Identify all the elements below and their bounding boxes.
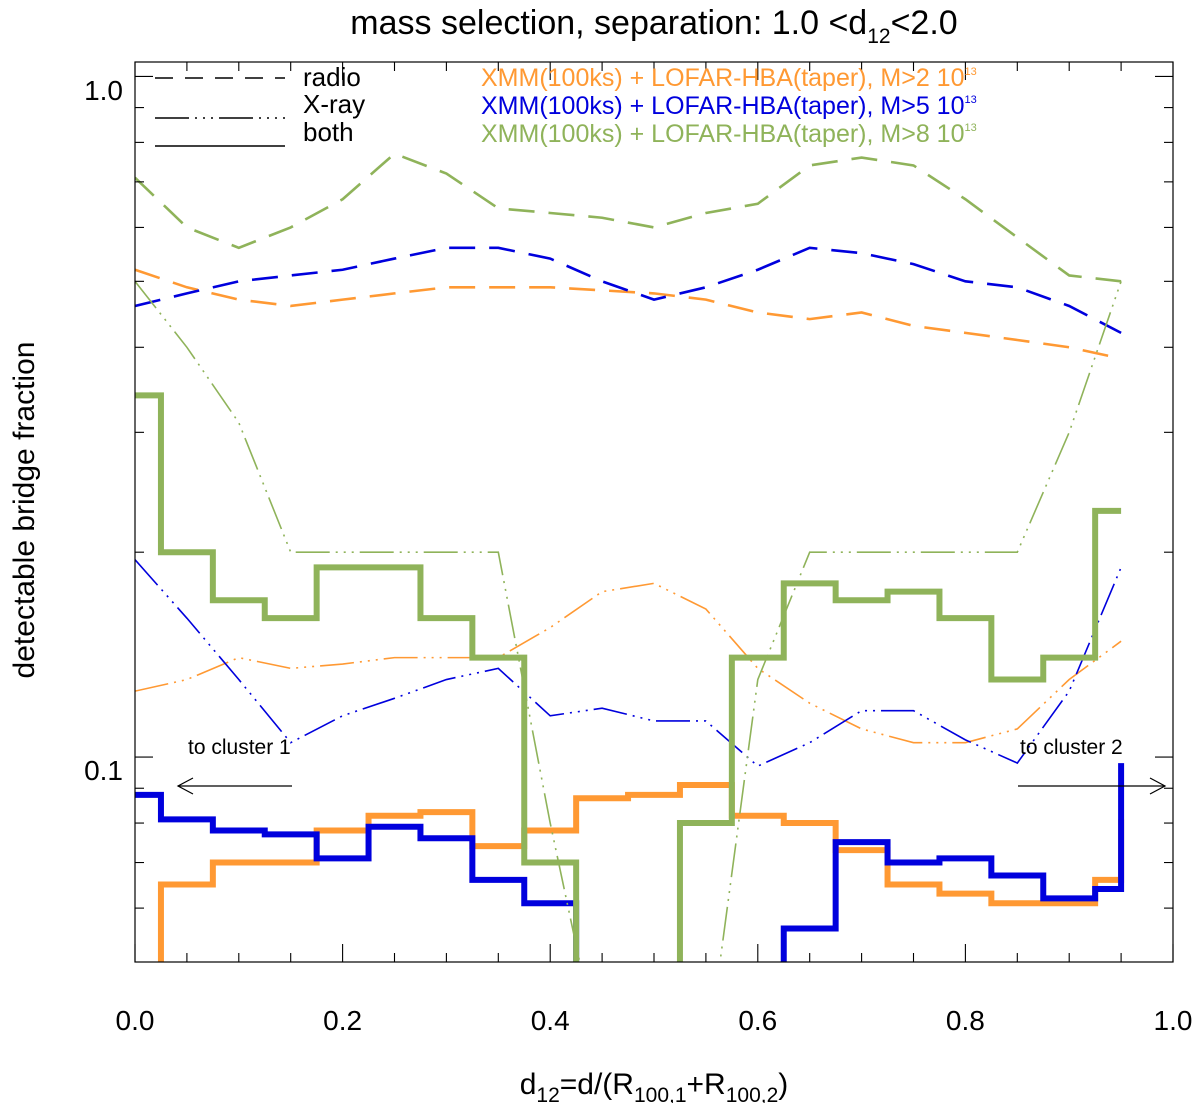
radio-line-m8 <box>135 152 1122 283</box>
y-tick-label-1: 1.0 <box>84 75 123 106</box>
x-tick-label-0: 0.0 <box>116 1005 155 1036</box>
y-tick-label-0: 0.1 <box>84 755 123 786</box>
x-tick-label-1: 0.2 <box>323 1005 362 1036</box>
xray-line-m8 <box>135 280 1122 962</box>
x-axis-label-plus: +R <box>687 1068 726 1101</box>
x-tick-label-4: 0.8 <box>946 1005 985 1036</box>
series-legend-m8-text: XMM(100ks) + LOFAR-HBA(taper), M>8 10 <box>481 120 964 148</box>
xray-line-m5 <box>135 559 1122 768</box>
series-legend-m5: XMM(100ks) + LOFAR-HBA(taper), M>5 1013 <box>481 92 977 120</box>
series-legend: XMM(100ks) + LOFAR-HBA(taper), M>2 1013 … <box>481 64 977 148</box>
y-tick-labels: 0.1 1.0 <box>84 75 123 786</box>
series-legend-m5-text: XMM(100ks) + LOFAR-HBA(taper), M>5 10 <box>481 92 964 120</box>
axis-ticks <box>134 62 1174 962</box>
annotation-left: to cluster 1 <box>188 736 291 759</box>
series-legend-m5-sup: 13 <box>964 94 976 106</box>
series-legend-m2: XMM(100ks) + LOFAR-HBA(taper), M>2 1013 <box>481 64 977 92</box>
legend-xray-label: X-ray <box>303 89 365 119</box>
plot-lines <box>135 152 1125 962</box>
both-step-m5 <box>135 763 1125 962</box>
series-legend-m2-text: XMM(100ks) + LOFAR-HBA(taper), M>2 10 <box>481 64 964 92</box>
series-legend-m8-sup: 13 <box>964 122 976 134</box>
plot-frame <box>134 61 1174 963</box>
x-axis-label-sub2: 100,1 <box>634 1084 687 1103</box>
y-axis-label: detectable bridge fraction <box>8 342 41 679</box>
cluster-annotations: to cluster 1 to cluster 2 <box>176 736 1167 795</box>
chart-title-tail: <2.0 <box>891 4 958 42</box>
x-axis-label-sub3: 100,2 <box>726 1084 779 1103</box>
radio-line-m5 <box>135 246 1122 335</box>
both-step-m8 <box>135 392 1122 962</box>
legend-radio-label: radio <box>303 62 361 92</box>
x-tick-label-2: 0.4 <box>531 1005 570 1036</box>
x-axis-label-end: ) <box>778 1068 788 1101</box>
chart-title: mass selection, separation: 1.0 <d12<2.0 <box>350 4 957 48</box>
annotation-right: to cluster 2 <box>1020 736 1123 759</box>
x-axis-label: d12=d/(R100,1+R100,2) <box>520 1068 789 1103</box>
series-legend-m8: XMM(100ks) + LOFAR-HBA(taper), M>8 1013 <box>481 120 977 148</box>
x-tick-label-3: 0.6 <box>738 1005 777 1036</box>
radio-line-m2 <box>135 268 1122 360</box>
chart-title-sub: 12 <box>867 25 890 48</box>
series-legend-m2-sup: 13 <box>964 66 976 78</box>
x-tick-label-5: 1.0 <box>1154 1005 1193 1036</box>
x-axis-label-d: d <box>520 1068 537 1101</box>
x-axis-label-mid: =d/(R <box>560 1068 634 1101</box>
x-tick-labels: 0.0 0.2 0.4 0.6 0.8 1.0 <box>116 1005 1193 1036</box>
xray-line-m2 <box>135 582 1122 744</box>
arrow-right-head <box>1149 777 1167 795</box>
linestyle-legend: radio X-ray both <box>155 62 365 147</box>
legend-both-label: both <box>303 117 354 147</box>
arrow-left-head <box>176 777 194 795</box>
x-axis-label-sub1: 12 <box>536 1084 559 1103</box>
chart-title-main: mass selection, separation: 1.0 <d <box>350 4 867 42</box>
